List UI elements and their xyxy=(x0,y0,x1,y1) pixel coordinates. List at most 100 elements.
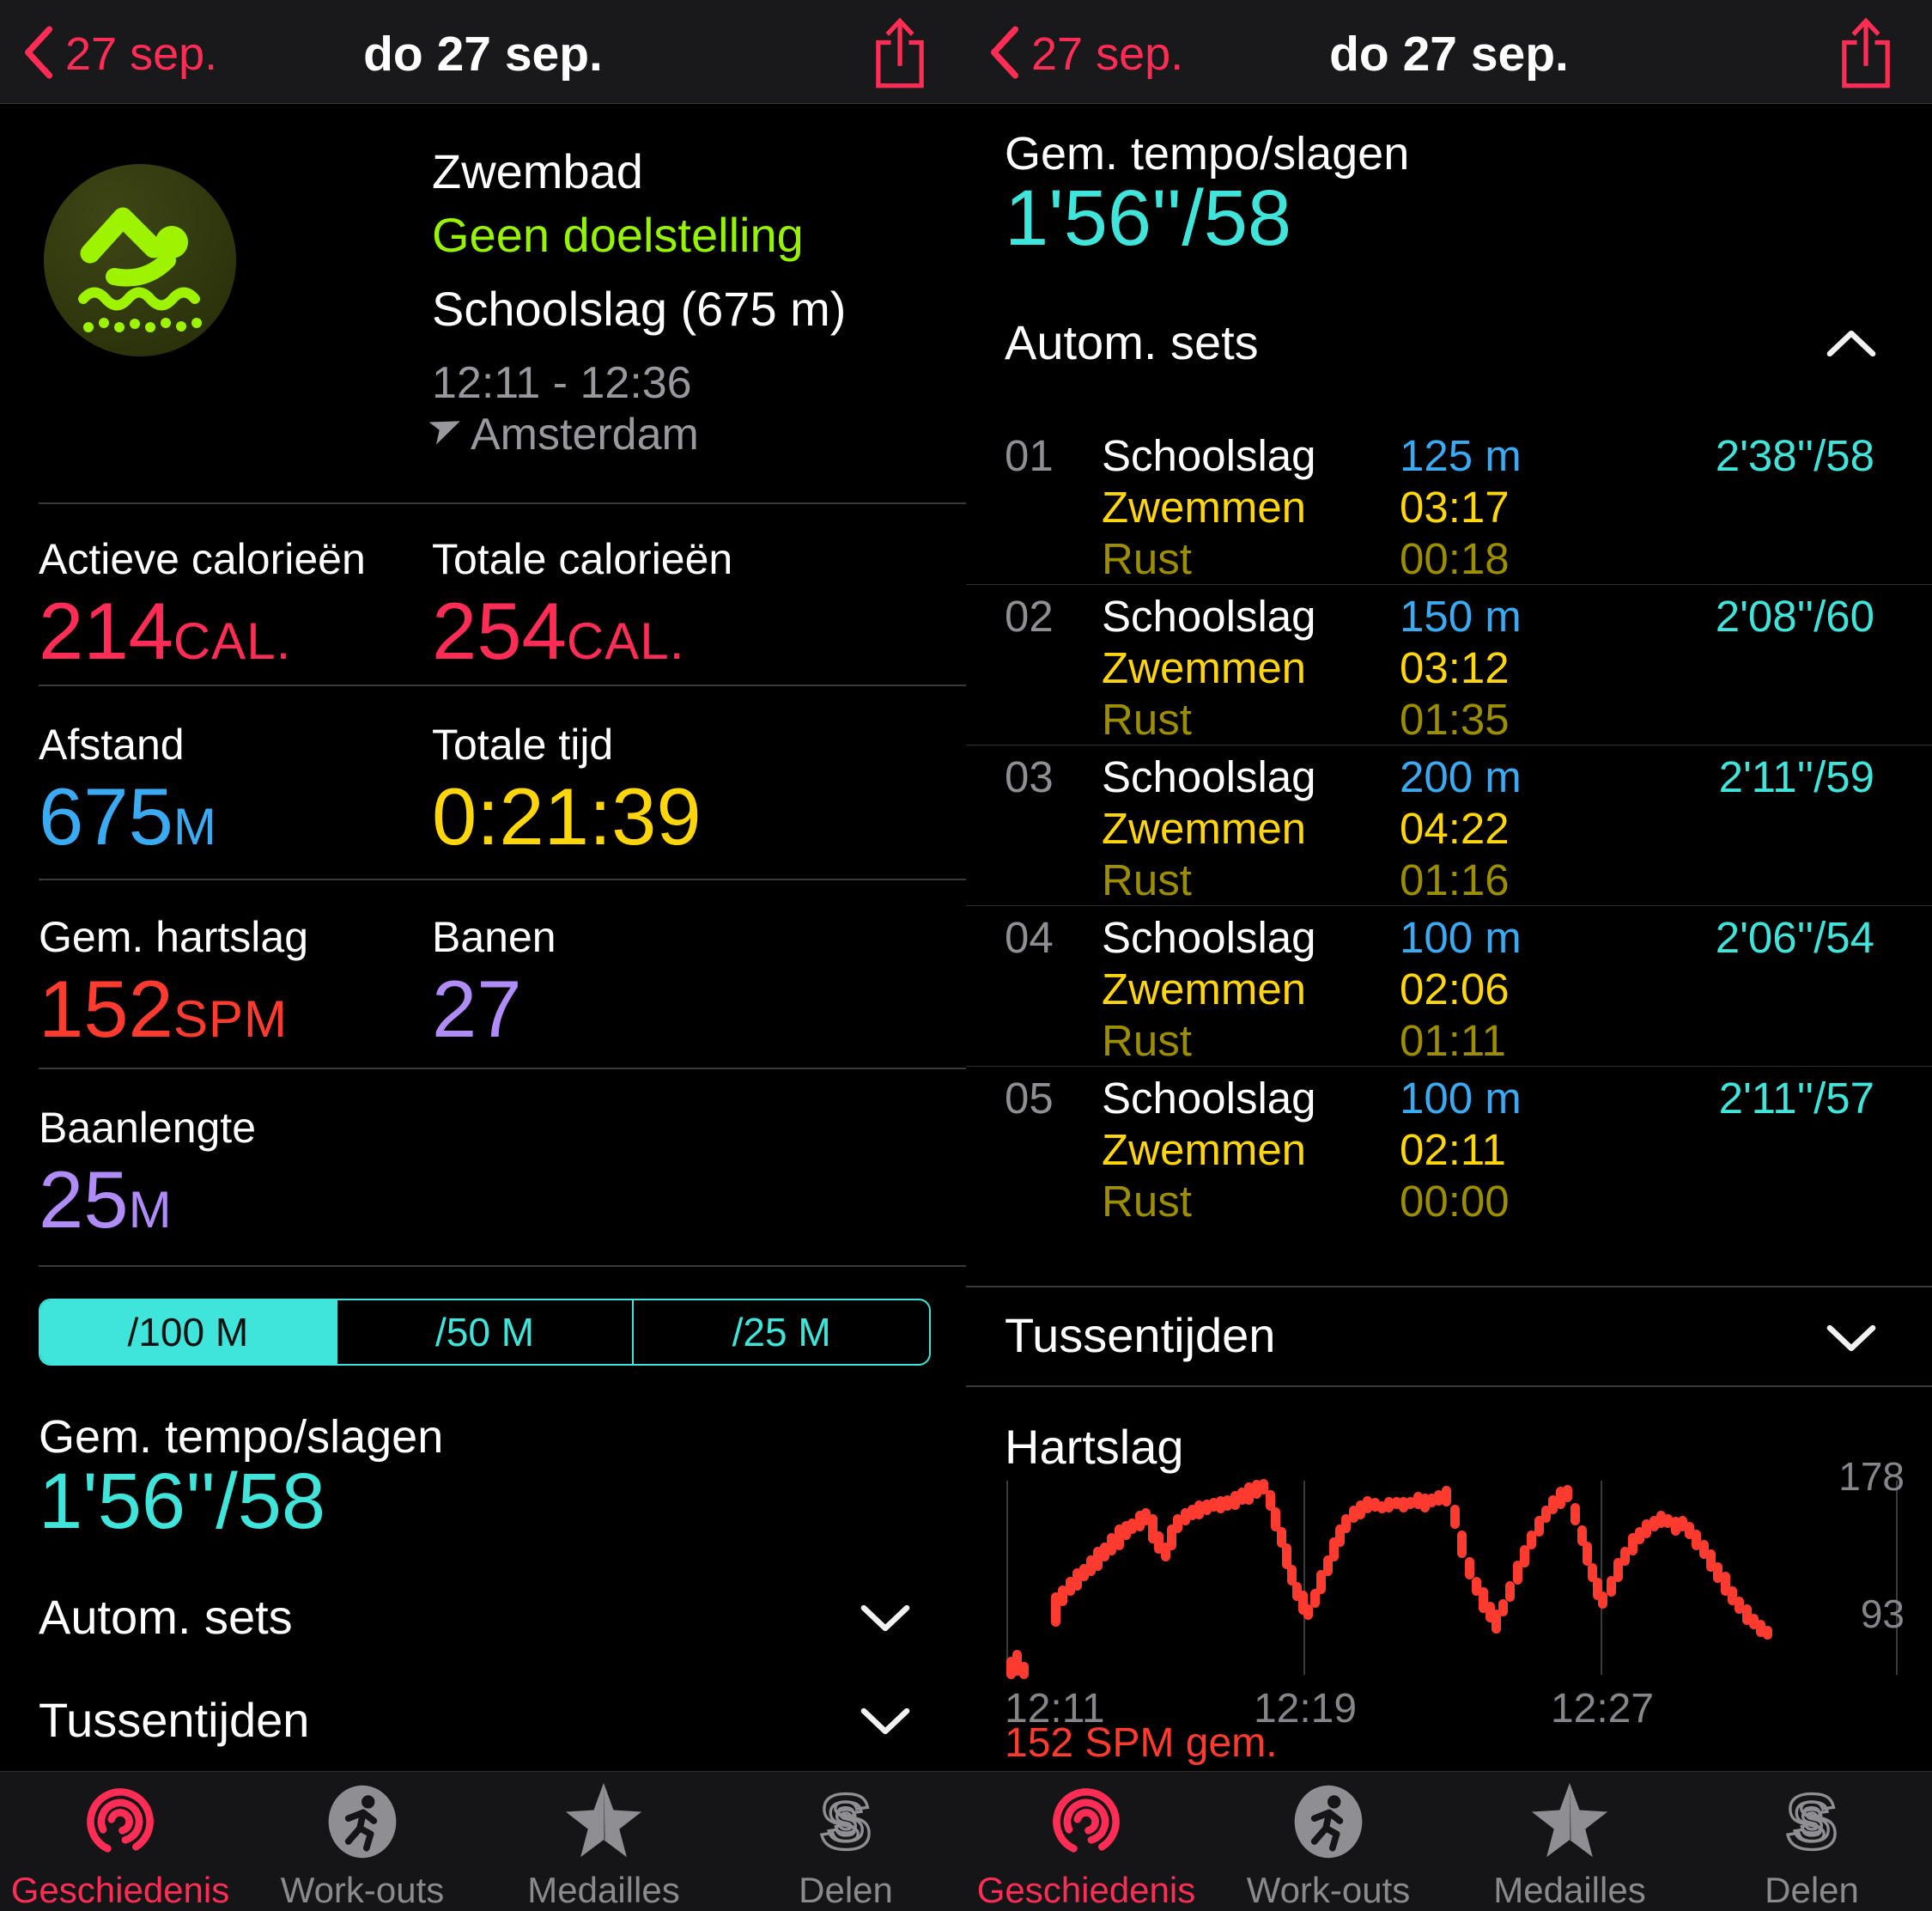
tab-workouts[interactable]: Work-outs xyxy=(1212,1779,1444,1910)
stat-label-lane-length: Baanlengte xyxy=(39,1104,257,1152)
set-rest-label: Rust xyxy=(1102,1177,1192,1226)
heart-rate-point xyxy=(1107,1533,1117,1556)
avg-pace-value: 1'56''/58 xyxy=(39,1458,326,1545)
segment-per-25m[interactable]: /25 M xyxy=(632,1300,929,1364)
set-pace: 2'08''/60 xyxy=(1715,592,1874,641)
back-label[interactable]: 27 sep. xyxy=(65,28,218,80)
back-chevron-icon xyxy=(991,26,1019,79)
page-title: do 27 sep. xyxy=(1329,27,1569,82)
divider xyxy=(966,745,1932,746)
heart-rate-point xyxy=(1441,1485,1451,1506)
heart-rate-point xyxy=(1303,1604,1313,1620)
heart-rate-point xyxy=(1251,1479,1261,1499)
heart-rate-point xyxy=(1593,1577,1603,1600)
section-autom-sets[interactable]: Autom. sets xyxy=(39,1590,293,1644)
stat-unit: M xyxy=(173,798,217,855)
heart-rate-point xyxy=(1419,1493,1430,1512)
segment-per-100m[interactable]: /100 M xyxy=(40,1300,336,1364)
set-number: 02 xyxy=(1005,592,1054,641)
heart-rate-point xyxy=(1085,1555,1096,1576)
x-tick-12-11: 12:11 xyxy=(1005,1686,1105,1731)
heart-rate-point xyxy=(1201,1500,1212,1516)
heart-rate-point xyxy=(1391,1496,1401,1509)
heart-rate-point xyxy=(1406,1496,1416,1509)
section-tussentijden[interactable]: Tussentijden xyxy=(39,1693,310,1747)
stat-number: 27 xyxy=(432,964,522,1054)
heart-rate-point xyxy=(1756,1619,1766,1637)
heart-rate-point xyxy=(1698,1539,1709,1559)
tab-delen[interactable]: S S S Delen xyxy=(1696,1776,1928,1910)
heart-rate-point xyxy=(1763,1626,1773,1640)
heart-rate-point xyxy=(1457,1531,1467,1559)
heart-rate-point xyxy=(1092,1546,1103,1571)
avg-pace-value: 1'56''/58 xyxy=(1005,174,1292,262)
heart-rate-point xyxy=(1727,1586,1737,1605)
heart-rate-point xyxy=(1292,1581,1303,1601)
heart-rate-point xyxy=(1328,1537,1339,1561)
share-icon xyxy=(1842,17,1890,88)
back-button[interactable] xyxy=(22,26,53,83)
set-rest-label: Rust xyxy=(1102,1016,1192,1065)
heart-rate-point xyxy=(1548,1495,1558,1515)
chevron-down-icon[interactable] xyxy=(1826,1323,1876,1354)
section-tussentijden[interactable]: Tussentijden xyxy=(1005,1308,1276,1362)
tab-workouts[interactable]: Work-outs xyxy=(246,1779,478,1910)
heart-rate-point xyxy=(1244,1482,1255,1505)
heart-rate-point xyxy=(1148,1513,1158,1543)
y-axis-max-label: 178 xyxy=(1838,1454,1905,1499)
heart-rate-point xyxy=(1266,1490,1276,1512)
location-arrow-icon xyxy=(428,411,464,449)
stat-number: 675 xyxy=(39,771,173,861)
tab-medailles[interactable]: Medailles xyxy=(488,1779,720,1910)
tab-medailles[interactable]: Medailles xyxy=(1454,1779,1686,1910)
heart-rate-average-label: 152 SPM gem. xyxy=(1005,1720,1278,1766)
heart-rate-point xyxy=(1370,1498,1380,1512)
chevron-up-icon[interactable] xyxy=(1826,328,1876,359)
stat-unit: SPM xyxy=(173,990,288,1048)
back-label[interactable]: 27 sep. xyxy=(1031,28,1184,80)
set-stroke-name: Schoolslag xyxy=(1102,752,1316,801)
set-rest-time: 00:18 xyxy=(1400,534,1510,583)
heart-rate-point xyxy=(1620,1547,1631,1566)
tab-geschiedenis[interactable]: Geschiedenis xyxy=(970,1779,1202,1910)
stat-label-active-calories: Actieve calorieën xyxy=(39,535,366,583)
heart-rate-point xyxy=(1335,1524,1346,1547)
share-button[interactable] xyxy=(1838,15,1893,94)
set-pace: 2'11''/57 xyxy=(1718,1074,1874,1123)
stat-value-lane-length: 25 M xyxy=(39,1159,173,1240)
back-button[interactable] xyxy=(988,26,1019,83)
runner-icon xyxy=(1287,1780,1370,1867)
segment-per-50m[interactable]: /50 M xyxy=(335,1300,633,1364)
heart-rate-point xyxy=(1384,1497,1394,1513)
divider xyxy=(39,1265,966,1267)
stat-value-active-calories: 214 CAL. xyxy=(39,591,291,672)
heart-rate-point xyxy=(1713,1561,1723,1583)
workout-location: Amsterdam xyxy=(471,410,699,459)
chevron-down-icon[interactable] xyxy=(860,1603,910,1634)
tab-bar: Geschiedenis Work-outs xyxy=(0,1771,966,1911)
tab-delen[interactable]: S S S Delen xyxy=(730,1776,962,1910)
set-rest-label: Rust xyxy=(1102,695,1192,744)
set-swim-time: 02:11 xyxy=(1400,1125,1506,1174)
share-button[interactable] xyxy=(872,15,927,94)
heart-rate-point xyxy=(1685,1522,1695,1540)
heart-rate-point xyxy=(1520,1545,1530,1567)
section-autom-sets[interactable]: Autom. sets xyxy=(1005,315,1259,369)
stat-value-distance: 675 M xyxy=(39,776,217,857)
workout-detail: Schoolslag (675 m) xyxy=(432,282,847,336)
set-swim-time: 02:06 xyxy=(1400,965,1510,1013)
heart-rate-point xyxy=(1012,1650,1023,1677)
stat-label-avg-heart-rate: Gem. hartslag xyxy=(39,913,309,961)
set-pace: 2'11''/59 xyxy=(1718,752,1874,801)
set-distance: 150 m xyxy=(1400,592,1522,641)
heart-rate-title: Hartslag xyxy=(1005,1420,1184,1474)
tab-geschiedenis[interactable]: Geschiedenis xyxy=(4,1779,236,1910)
heart-rate-point xyxy=(1706,1549,1716,1573)
medal-star-icon xyxy=(562,1780,645,1867)
chevron-down-icon[interactable] xyxy=(860,1706,910,1737)
heart-rate-point xyxy=(1180,1508,1190,1525)
heart-rate-point xyxy=(1363,1496,1373,1514)
heart-rate-point xyxy=(1735,1596,1745,1614)
svg-text:S: S xyxy=(835,1804,857,1841)
